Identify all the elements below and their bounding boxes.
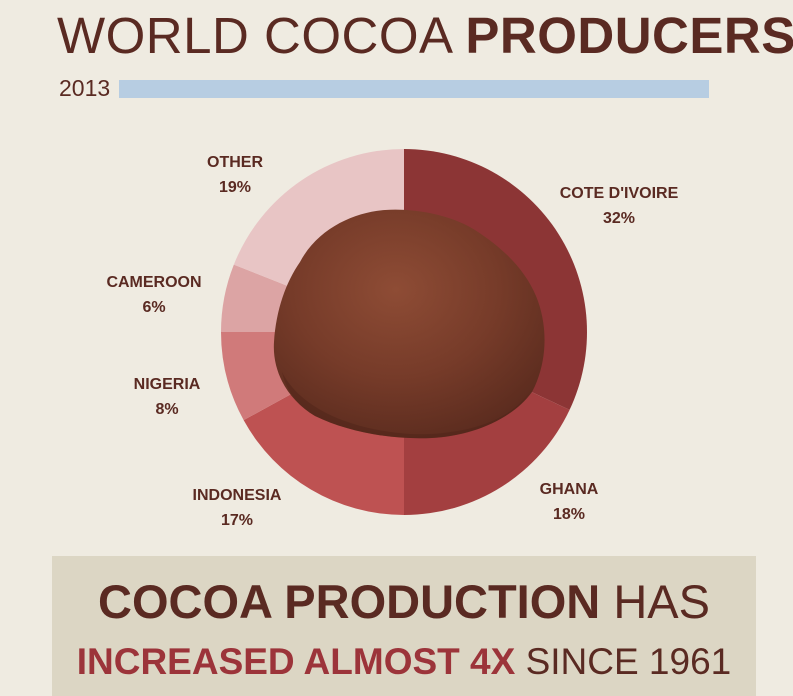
slice-label-name: GHANA <box>539 481 599 498</box>
slice-label-value: 18% <box>552 506 586 523</box>
slice-label: GHANA 18% <box>479 477 659 527</box>
slice-label-value: 17% <box>220 512 254 529</box>
slice-label: INDONESIA 17% <box>147 483 327 533</box>
slice-label-name: COTE D'IVOIRE <box>559 185 679 202</box>
year-bar <box>119 80 709 98</box>
title-light: WORLD COCOA <box>57 7 451 64</box>
cocoa-powder-shadow <box>282 372 530 439</box>
slice-label: NIGERIA 8% <box>77 372 257 422</box>
banner-line-2: INCREASED ALMOST 4X SINCE 1961 <box>52 639 756 685</box>
info-banner: COCOA PRODUCTION HAS INCREASED ALMOST 4X… <box>52 556 756 696</box>
cocoa-powder-heap <box>273 209 545 439</box>
slice-label-name: CAMEROON <box>106 274 202 291</box>
slice-label-name: INDONESIA <box>192 487 282 504</box>
slice-label: COTE D'IVOIRE 32% <box>529 181 709 231</box>
slice-label-value: 6% <box>142 299 166 316</box>
banner-line-1-bold: COCOA PRODUCTION <box>98 575 601 628</box>
slice-label: CAMEROON 6% <box>64 270 244 320</box>
slice-label-value: 8% <box>155 401 179 418</box>
slice-label-name: OTHER <box>207 154 263 171</box>
banner-line-2-bold: INCREASED ALMOST 4X <box>76 641 516 682</box>
slice-label-name: NIGERIA <box>133 376 201 393</box>
slice-label-value: 32% <box>602 210 636 227</box>
banner-line-1-rest: HAS <box>613 575 710 628</box>
slice-label: OTHER 19% <box>145 150 325 200</box>
title-bold: PRODUCERS <box>465 7 793 64</box>
year-label: 2013 <box>59 75 111 101</box>
banner-line-2-rest: SINCE 1961 <box>525 641 732 682</box>
banner-line-1: COCOA PRODUCTION HAS <box>52 574 756 630</box>
page-title: WORLD COCOA PRODUCERS <box>57 6 793 66</box>
slice-label-value: 19% <box>218 179 252 196</box>
